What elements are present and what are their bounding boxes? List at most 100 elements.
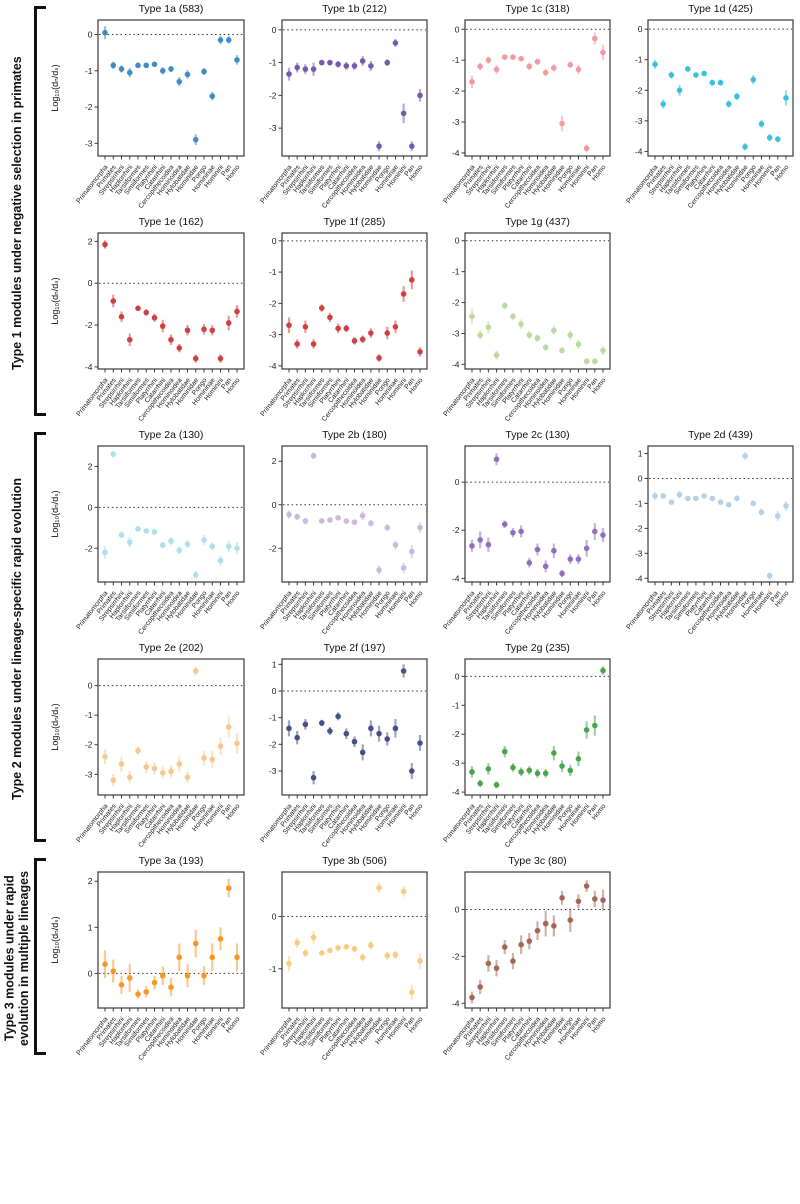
data-point [750, 76, 757, 83]
panel-title: Type 3b (506) [322, 855, 387, 867]
data-point [693, 72, 699, 78]
data-point [734, 495, 740, 502]
y-tick-label: 1 [272, 659, 277, 669]
data-point [118, 532, 125, 538]
data-point [359, 512, 366, 519]
data-point [126, 69, 133, 76]
data-point [701, 493, 707, 499]
data-point [302, 518, 309, 524]
panel-title: Type 2g (235) [505, 642, 570, 654]
data-point [318, 720, 325, 726]
data-point [668, 72, 675, 78]
data-point [526, 767, 533, 774]
data-point [209, 93, 216, 99]
plot-box [647, 445, 794, 583]
panel-type-3b: Type 3b (506)0-1PrimatomorphaPrimatesStr… [259, 855, 428, 1062]
panel-row: Type 2a (130) Log₁₀(dₙ/dₛ) 2 0 -2 Primatomorp… [48, 426, 800, 639]
data-point [143, 62, 150, 69]
data-point [368, 330, 374, 336]
panel-type-1c: Type 1c (318)0-1-2-3-4PrimatomorphaPrima… [442, 3, 611, 210]
data-point [592, 35, 598, 42]
data-point [510, 764, 516, 771]
data-point [217, 743, 224, 750]
data-point [126, 336, 133, 343]
data-point [217, 936, 224, 942]
y-tick-label: 0 [88, 968, 93, 978]
data-point [159, 972, 166, 979]
data-point [469, 79, 475, 85]
data-point [501, 302, 508, 309]
data-point [583, 358, 590, 365]
data-point [335, 713, 341, 720]
data-point [542, 344, 549, 351]
data-point [510, 958, 516, 964]
panel-title: Type 3a (193) [139, 855, 204, 867]
data-point [750, 500, 757, 507]
data-point [343, 63, 350, 69]
data-point [294, 734, 300, 741]
data-point [600, 49, 606, 56]
data-point [184, 71, 191, 78]
y-tick-label: 1 [638, 448, 643, 458]
data-point [310, 341, 317, 347]
data-point [693, 495, 699, 502]
data-point [542, 920, 549, 927]
y-tick-label: 0 [455, 24, 460, 34]
y-tick-label: 2 [88, 876, 93, 886]
data-point [176, 78, 183, 85]
data-point [302, 721, 309, 728]
data-point [652, 493, 658, 499]
y-tick-label: -3 [85, 769, 93, 779]
data-point [725, 501, 732, 508]
data-point [359, 749, 366, 756]
data-point [184, 327, 191, 334]
data-point [676, 491, 683, 498]
data-point [151, 529, 158, 535]
data-point [376, 567, 382, 573]
data-point [392, 725, 399, 732]
data-point [384, 59, 391, 66]
y-tick-label: -4 [452, 573, 460, 583]
data-point [567, 556, 574, 562]
data-point [102, 961, 108, 968]
data-point [151, 61, 158, 68]
panel-title: Type 3c (80) [508, 855, 566, 867]
y-tick-label: -3 [635, 548, 643, 558]
data-point [684, 66, 691, 72]
data-point [542, 563, 549, 570]
panel-type-1d: Type 1d (425)0-1-2-3-4PrimatomorphaPrima… [625, 3, 794, 210]
data-point [143, 989, 150, 995]
y-axis-label: Log₁₀(dₙ/dₛ) [50, 916, 60, 963]
data-point [469, 769, 475, 775]
data-point [343, 730, 350, 737]
data-point [668, 499, 675, 505]
y-tick-label: -1 [85, 66, 93, 76]
data-point [318, 518, 325, 524]
plot-box [281, 232, 428, 370]
section-3-panels: Type 3a (193) Log₁₀(dₙ/dₛ) 2 1 0 Primatomorph… [48, 852, 800, 1065]
data-point [351, 63, 358, 69]
data-point [302, 66, 309, 72]
data-point [717, 79, 724, 86]
data-point [775, 513, 781, 519]
data-point [583, 545, 590, 552]
y-tick-label: 0 [455, 236, 460, 246]
data-point [493, 352, 500, 358]
data-point [102, 549, 108, 556]
data-point [135, 62, 141, 69]
panel-type-1g: Type 1g (437)0-1-2-3-4PrimatomorphaPrima… [442, 216, 611, 423]
data-point [575, 341, 582, 348]
panel-type-3c: Type 3c (80)0-2-4PrimatomorphaPrimatesSt… [442, 855, 611, 1062]
y-tick-label: -1 [452, 55, 460, 65]
y-tick-label: -3 [635, 116, 643, 126]
data-point [493, 782, 500, 788]
data-point [485, 541, 492, 548]
data-point [592, 528, 598, 535]
y-tick-label: -2 [452, 86, 460, 96]
data-point [684, 495, 691, 502]
data-point [201, 326, 207, 333]
data-point [775, 136, 781, 142]
y-tick-label: -1 [635, 498, 643, 508]
data-point [384, 330, 391, 336]
data-point [758, 509, 765, 515]
